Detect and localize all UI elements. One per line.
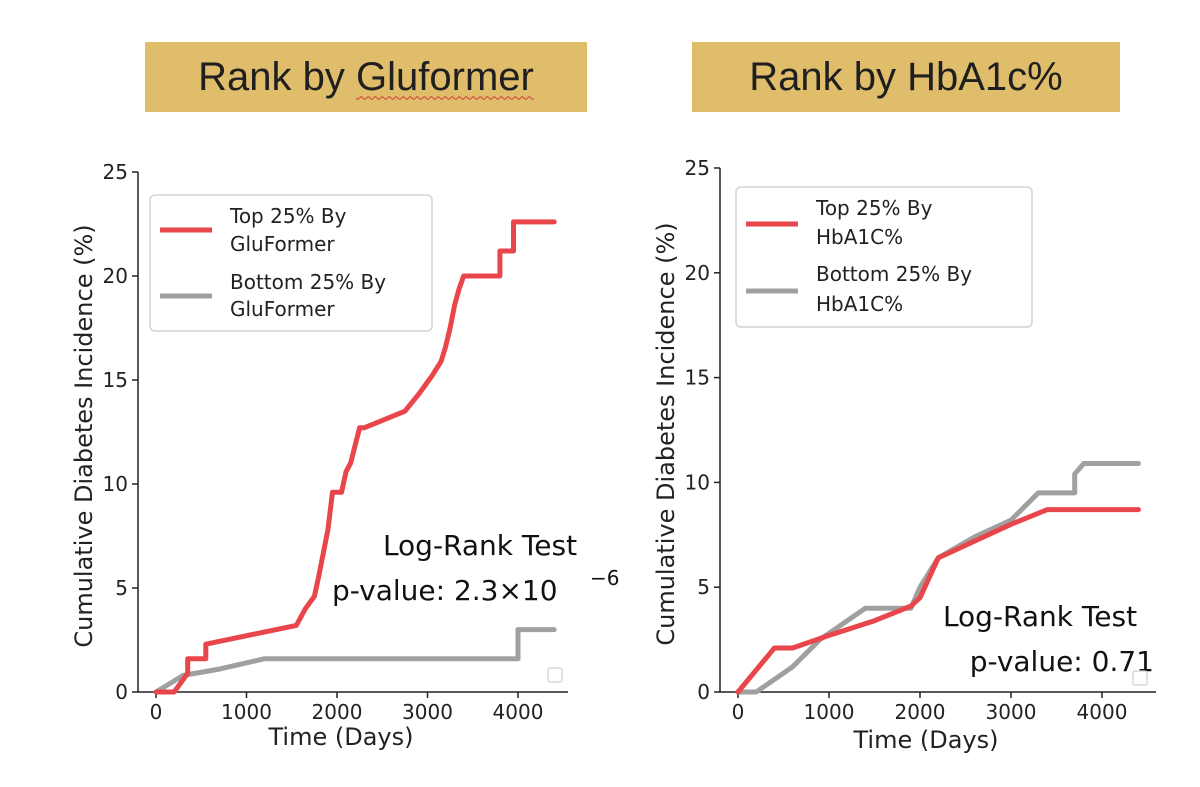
y-tick-label: 20 [103,264,128,288]
x-tick-label: 0 [150,700,163,724]
y-tick-label: 5 [697,575,710,599]
legend-label-line: Top 25% By [229,204,347,228]
y-tick-label: 25 [103,160,128,184]
x-tick-label: 2000 [895,700,946,724]
y-axis-label: Cumulative Diabetes Incidence (%) [70,224,98,647]
y-tick-label: 0 [115,680,128,704]
title-banner-hba1c: Rank by HbA1c% [692,42,1120,112]
legend-label-line: GluFormer [230,297,335,321]
legend-box [735,186,1033,328]
y-tick-label: 15 [103,368,128,392]
series-line-top-25 [735,507,1141,695]
annotation-p-value: p-value: 2.3×10 [332,574,558,607]
chart-panel-2: 0 5 10 15 20 25 0 1000 2000 3000 4000 Time (Days) Cu… [652,156,1156,754]
y-tick-label: 15 [685,366,710,390]
annotation-test-name: Log-Rank Test [383,529,577,562]
x-tick-label: 4000 [1077,700,1128,724]
annotation-p-value-exponent: −6 [590,566,619,590]
y-tick-label: 25 [685,156,710,180]
y-tick-label: 20 [685,261,710,285]
legend-label-line: HbA1C% [816,292,903,316]
y-tick-label: 5 [115,576,128,600]
legend-label-line: HbA1C% [816,225,903,249]
annotation-p-value: p-value: 0.71 [970,645,1154,678]
x-tick-label: 3000 [986,700,1037,724]
legend-label-line: GluFormer [230,232,335,256]
x-axis-label: Time (Days) [268,723,414,751]
y-tick-label: 10 [685,470,710,494]
series-line-bottom-25 [153,627,557,695]
x-tick-label: 2000 [312,700,363,724]
x-tick-label: 0 [732,700,745,724]
empty-legend-marker [1132,670,1148,686]
series-line-top-25 [153,219,557,695]
chart-panel-1: 0 5 10 15 20 25 0 1000 2000 3000 4000 Time (Days) Cu… [70,160,619,751]
legend-box [149,194,433,332]
y-tick-label: 10 [103,472,128,496]
banner-text: Rank by HbA1c% [749,54,1063,99]
y-axis-label: Cumulative Diabetes Incidence (%) [652,222,680,645]
y-tick-label: 0 [697,680,710,704]
legend-label-line: Bottom 25% By [230,270,386,294]
banner-highlight-word: Gluformer [356,54,534,99]
empty-legend-marker [547,667,563,683]
legend-label-line: Bottom 25% By [816,262,972,286]
annotation-test-name: Log-Rank Test [943,600,1137,633]
x-axis-label: Time (Days) [853,726,999,754]
legend-label-line: Top 25% By [815,196,933,220]
title-banner-gluformer: Rank by Gluformer [145,42,587,112]
x-tick-label: 3000 [402,700,453,724]
x-tick-label: 1000 [804,700,855,724]
banner-prefix: Rank by [198,54,357,99]
x-tick-label: 1000 [221,700,272,724]
x-tick-label: 4000 [493,700,544,724]
